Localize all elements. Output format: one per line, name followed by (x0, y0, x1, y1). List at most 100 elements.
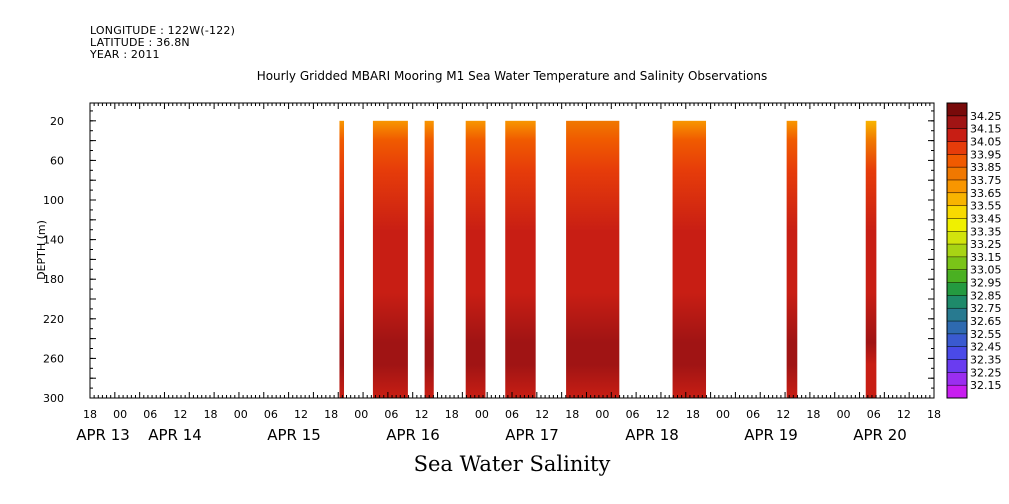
colorbar-swatch (947, 141, 967, 155)
x-tick-label: 18 (806, 408, 820, 421)
x-tick-label: 00 (595, 408, 609, 421)
colorbar-label: 33.35 (970, 225, 1002, 238)
x-tick-label: 00 (234, 408, 248, 421)
y-tick-label: 260 (43, 352, 64, 365)
colorbar-swatch (947, 244, 967, 258)
data-area (339, 120, 877, 399)
colorbar-label: 32.35 (970, 354, 1002, 367)
colorbar-swatch (947, 103, 967, 117)
x-day-label: APR 20 (853, 426, 907, 444)
colorbar-label: 34.15 (970, 123, 1002, 136)
y-tick-label: 180 (43, 273, 64, 286)
colorbar-swatch (947, 333, 967, 348)
x-tick-label: 12 (897, 408, 911, 421)
colorbar-swatch (947, 359, 967, 373)
colorbar-swatch (947, 154, 967, 168)
colorbar-swatch (947, 231, 967, 245)
colorbar: 32.1532.2532.3532.4532.5532.6532.7532.85… (946, 102, 1002, 399)
colorbar-swatch (947, 218, 967, 232)
y-tick-label: 60 (50, 154, 64, 167)
colorbar-label: 32.45 (970, 341, 1002, 354)
x-tick-label: 06 (143, 408, 157, 421)
data-block (566, 120, 620, 399)
colorbar-label: 33.85 (970, 161, 1002, 174)
colorbar-swatch (947, 192, 967, 207)
colorbar-label: 32.25 (970, 366, 1002, 379)
colorbar-swatch (947, 282, 967, 296)
x-tick-label: 06 (746, 408, 760, 421)
colorbar-swatch (947, 308, 967, 322)
colorbar-swatch (947, 269, 967, 284)
colorbar-swatch (947, 115, 967, 130)
data-block (372, 120, 408, 399)
data-block (672, 120, 707, 399)
x-tick-label: 18 (204, 408, 218, 421)
colorbar-label: 32.15 (970, 379, 1002, 392)
colorbar-swatch (947, 346, 967, 361)
colorbar-label: 34.25 (970, 110, 1002, 123)
colorbar-label: 33.05 (970, 264, 1002, 277)
colorbar-label: 32.55 (970, 328, 1002, 341)
x-day-label: APR 16 (386, 426, 440, 444)
year-label: YEAR : 2011 (90, 48, 160, 61)
data-block (865, 120, 877, 399)
colorbar-swatch (947, 372, 967, 386)
x-tick-label: 18 (445, 408, 459, 421)
colorbar-swatch (947, 385, 967, 399)
x-tick-label: 06 (867, 408, 881, 421)
colorbar-label: 34.05 (970, 135, 1002, 148)
colorbar-label: 33.95 (970, 148, 1002, 161)
colorbar-label: 33.45 (970, 212, 1002, 225)
latitude-label: LATITUDE : 36.8N (90, 36, 190, 49)
y-axis-label: DEPTH (m) (35, 220, 48, 280)
colorbar-label: 32.75 (970, 302, 1002, 315)
x-tick-label: 06 (264, 408, 278, 421)
x-tick-label: 06 (626, 408, 640, 421)
x-tick-label: 18 (927, 408, 941, 421)
x-day-label: APR 15 (267, 426, 321, 444)
x-tick-label: 06 (505, 408, 519, 421)
colorbar-label: 33.15 (970, 251, 1002, 264)
colorbar-swatch (947, 179, 967, 194)
colorbar-label: 33.25 (970, 238, 1002, 251)
x-tick-label: 00 (475, 408, 489, 421)
colorbar-label: 32.85 (970, 289, 1002, 302)
colorbar-label: 33.75 (970, 174, 1002, 187)
x-day-label: APR 13 (76, 426, 130, 444)
colorbar-swatch (947, 256, 967, 271)
data-block (505, 120, 536, 399)
y-tick-label: 20 (50, 115, 64, 128)
colorbar-swatch (947, 167, 967, 181)
x-tick-label: 12 (415, 408, 429, 421)
x-tick-label: 18 (324, 408, 338, 421)
data-block (786, 120, 798, 399)
colorbar-swatch (947, 205, 967, 219)
x-tick-label: 12 (776, 408, 790, 421)
x-tick-label: 06 (384, 408, 398, 421)
colorbar-swatch (947, 321, 967, 335)
longitude-label: LONGITUDE : 122W(-122) (90, 24, 236, 37)
colorbar-swatch (947, 128, 967, 142)
x-tick-label: 00 (716, 408, 730, 421)
colorbar-label: 33.65 (970, 187, 1002, 200)
colorbar-label: 32.65 (970, 315, 1002, 328)
x-tick-label: 12 (656, 408, 670, 421)
x-tick-label: 00 (113, 408, 127, 421)
y-tick-label: 140 (43, 234, 64, 247)
x-tick-label: 18 (686, 408, 700, 421)
x-tick-label: 12 (294, 408, 308, 421)
data-block (424, 120, 434, 399)
x-day-label: APR 19 (744, 426, 798, 444)
colorbar-swatch (947, 295, 967, 309)
data-block (339, 120, 345, 399)
data-block (465, 120, 486, 399)
chart-title: Hourly Gridded MBARI Mooring M1 Sea Wate… (256, 69, 768, 83)
x-day-label: APR 14 (148, 426, 202, 444)
x-tick-label: 18 (565, 408, 579, 421)
colorbar-label: 32.95 (970, 277, 1002, 290)
x-tick-label: 18 (83, 408, 97, 421)
y-tick-label: 220 (43, 313, 64, 326)
x-tick-label: 00 (837, 408, 851, 421)
colorbar-label: 33.55 (970, 200, 1002, 213)
y-tick-label: 300 (43, 392, 64, 405)
